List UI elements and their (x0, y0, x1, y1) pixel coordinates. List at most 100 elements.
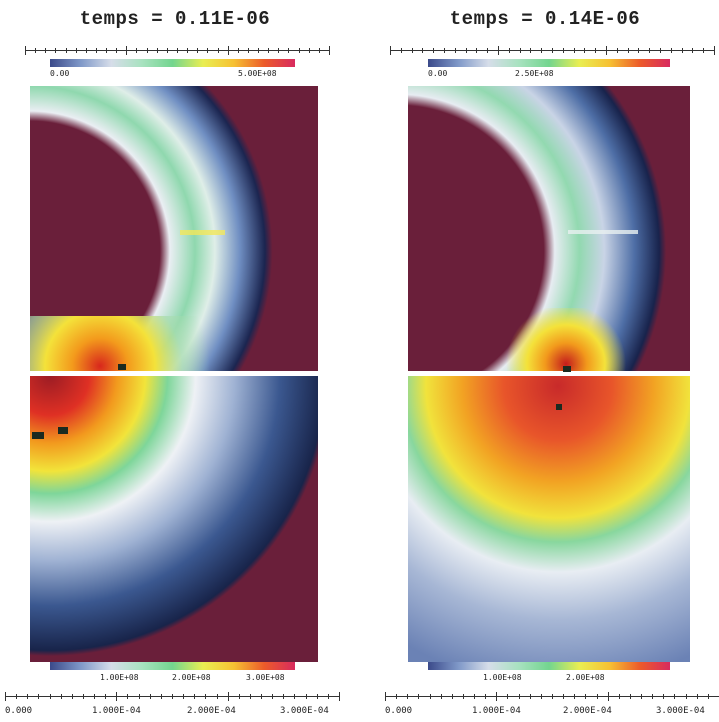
ruler-tick (187, 48, 188, 53)
top-ruler (390, 44, 715, 58)
ruler-tick (641, 694, 642, 699)
ruler-tick (617, 48, 618, 53)
ruler-tick (530, 694, 531, 699)
ruler-tick (136, 48, 137, 53)
panel-title: temps = 0.14E-06 (449, 8, 641, 30)
top-colorbar-max-label: 2.50E+08 (515, 69, 554, 78)
ruler-tick (674, 694, 675, 699)
bottom-colorbar-label: 2.00E+08 (172, 673, 211, 682)
ruler-tick (205, 694, 206, 699)
ruler-tick (552, 48, 553, 53)
ruler-tick (172, 694, 173, 699)
ruler-tick (147, 48, 148, 53)
ruler-tick (422, 48, 423, 53)
ruler-tick (339, 692, 340, 701)
ruler-tick (552, 694, 553, 699)
ruler-tick (530, 48, 531, 53)
ruler-tick (116, 48, 117, 53)
field-map-right (408, 86, 690, 662)
ruler-tick (5, 692, 6, 701)
ruler-tick (697, 694, 698, 699)
top-colorbar-min-label: 0.00 (428, 69, 448, 78)
ruler-tick (714, 46, 715, 55)
ruler-tick (105, 694, 106, 699)
ruler-tick (261, 694, 262, 699)
ruler-tick (682, 48, 683, 53)
ruler-tick (628, 48, 629, 53)
ruler-tick (94, 694, 95, 699)
ruler-tick (385, 692, 386, 701)
ruler-tick (55, 48, 56, 53)
ruler-tick (563, 48, 564, 53)
ruler-tick (487, 48, 488, 53)
bottom-colorbar (50, 662, 295, 670)
x-axis-label: 2.000E-04 (187, 706, 236, 716)
ruler-tick (563, 694, 564, 699)
ruler-tick (452, 694, 453, 699)
ruler-tick (498, 46, 499, 55)
field-map-left (30, 86, 318, 662)
bottom-colorbar-label: 3.00E+08 (246, 673, 285, 682)
ruler-tick (218, 48, 219, 53)
x-axis-label: 1.000E-04 (92, 706, 141, 716)
ruler-tick (574, 48, 575, 53)
top-colorbar (50, 59, 295, 67)
ruler-tick (238, 48, 239, 53)
ruler-tick (433, 48, 434, 53)
ruler-tick (139, 694, 140, 699)
x-axis-label: 3.000E-04 (280, 706, 329, 716)
ruler-tick (663, 694, 664, 699)
separator (408, 372, 690, 374)
ruler-tick (671, 48, 672, 53)
bottom-colorbar-label: 2.00E+08 (566, 673, 605, 682)
ruler-tick (207, 48, 208, 53)
ruler-tick (660, 48, 661, 53)
ruler-tick (126, 46, 127, 55)
ruler-tick (167, 48, 168, 53)
ruler-tick (455, 48, 456, 53)
panel-right: temps = 0.14E-06 0.00 2.50E+08 (370, 0, 719, 722)
ruler-tick (574, 694, 575, 699)
ruler-tick (584, 48, 585, 53)
ruler-tick (272, 694, 273, 699)
x-axis-label: 3.000E-04 (656, 706, 705, 716)
ruler-tick (328, 694, 329, 699)
ruler-tick (319, 48, 320, 53)
ruler-tick (476, 48, 477, 53)
ruler-tick (194, 694, 195, 699)
separator (30, 372, 318, 374)
ruler-tick (496, 692, 497, 701)
ruler-tick (106, 48, 107, 53)
ruler-tick (608, 692, 609, 701)
ruler-tick (288, 48, 289, 53)
ruler-tick (268, 48, 269, 53)
ruler-tick (519, 694, 520, 699)
ruler-tick (401, 48, 402, 53)
ruler-tick (638, 48, 639, 53)
ruler-tick (520, 48, 521, 53)
ruler-tick (45, 48, 46, 53)
ruler-tick (61, 694, 62, 699)
ruler-tick (649, 48, 650, 53)
ruler-tick (317, 694, 318, 699)
ruler-tick (329, 46, 330, 55)
ruler-tick (248, 48, 249, 53)
ruler-tick (444, 48, 445, 53)
ruler-tick (228, 46, 229, 55)
ruler-tick (507, 694, 508, 699)
ruler-tick (597, 694, 598, 699)
ruler-tick (441, 694, 442, 699)
bottom-colorbar-label: 1.00E+08 (100, 673, 139, 682)
top-ruler (25, 44, 330, 58)
ruler-tick (183, 694, 184, 699)
ruler-tick (283, 694, 284, 699)
ruler-tick (38, 694, 39, 699)
ruler-tick (703, 48, 704, 53)
top-colorbar (428, 59, 670, 67)
ruler-tick (161, 694, 162, 699)
ruler-tick (16, 694, 17, 699)
ruler-tick (278, 48, 279, 53)
ruler-tick (76, 48, 77, 53)
ruler-tick (228, 692, 229, 701)
ruler-tick (686, 694, 687, 699)
